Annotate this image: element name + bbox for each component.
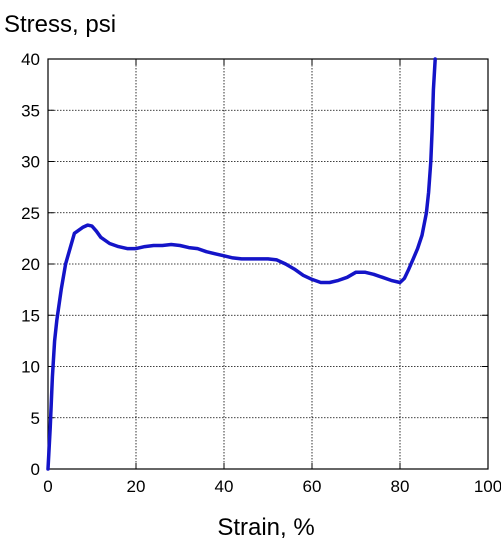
x-tick-label: 80 (391, 477, 410, 496)
x-tick-label: 0 (43, 477, 52, 496)
x-tick-label: 20 (127, 477, 146, 496)
x-tick-label: 40 (215, 477, 234, 496)
y-tick-label: 5 (31, 409, 40, 428)
plot-frame (47, 58, 489, 470)
x-tick-labels: 0 20 40 60 80 100 (43, 477, 501, 496)
y-tick-labels: 0 5 10 15 20 25 30 35 40 (21, 50, 40, 479)
y-tick-label: 25 (21, 204, 40, 223)
y-axis-title: Stress, psi (4, 11, 116, 38)
x-tick-label: 100 (474, 477, 501, 496)
y-tick-label: 15 (21, 306, 40, 325)
y-tick-label: 0 (31, 460, 40, 479)
stress-strain-curve (46, 57, 437, 471)
x-axis-title: Strain, % (217, 514, 314, 541)
grid-lines (48, 59, 488, 469)
y-tick-label: 30 (21, 153, 40, 172)
y-tick-label: 35 (21, 101, 40, 120)
y-tick-label: 40 (21, 50, 40, 69)
y-tick-label: 10 (21, 358, 40, 377)
y-tick-label: 20 (21, 255, 40, 274)
x-tick-label: 60 (303, 477, 322, 496)
